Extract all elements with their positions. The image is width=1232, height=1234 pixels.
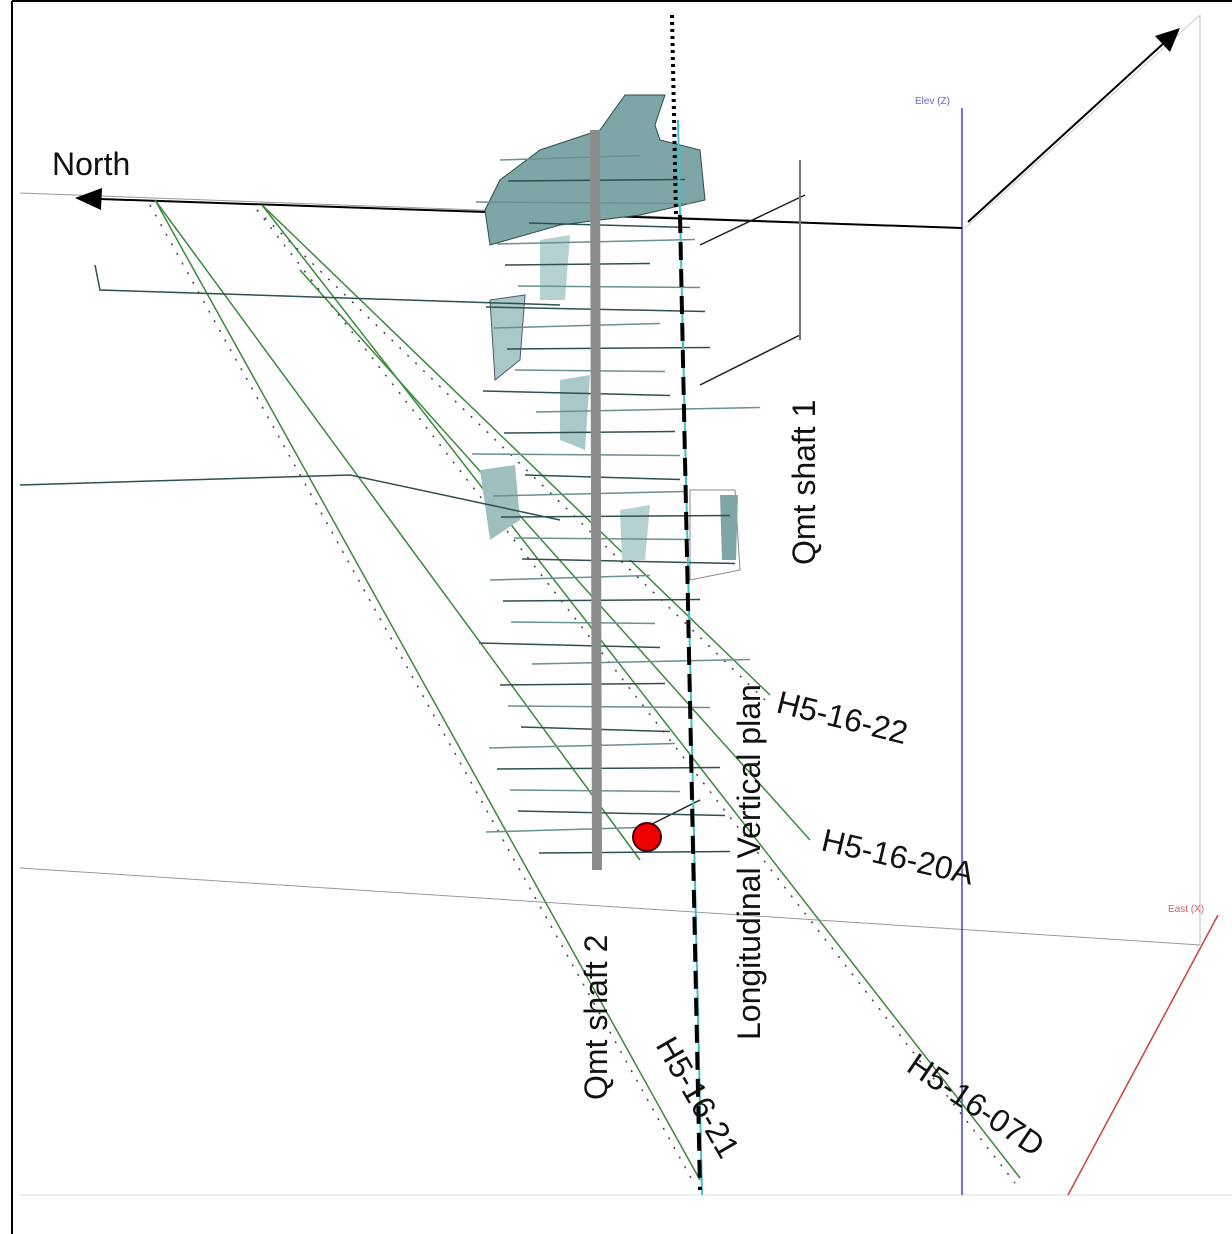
box-edge [964,14,1201,229]
level-drift [488,742,676,749]
drift [94,264,561,306]
level-drift [506,346,711,350]
stope [560,375,590,450]
level-drift [475,201,691,205]
stope [689,489,741,581]
level-drift [499,154,641,161]
arrow [967,41,1166,223]
level-drift [492,490,686,497]
drift [699,334,801,386]
level-drift [482,390,671,397]
box-edge [19,867,1201,946]
level-drift [517,285,701,289]
level-drift [514,369,666,373]
level-drift [538,850,731,854]
level-drift [478,642,661,649]
drillhole-trace [261,204,1021,1179]
drillholes [154,199,1021,1181]
level-drift [528,222,691,229]
level-drift [499,682,666,686]
level-drift [531,658,751,665]
level-drift [507,705,711,709]
shaft1-label: Qmt shaft 1 [786,400,822,565]
level-drift [500,514,731,518]
level-drift [471,453,681,457]
drillhole-trace [299,269,811,841]
level-drift [493,322,661,329]
plan-dashed [678,214,702,1191]
level-drift [535,406,761,413]
level-drift [510,621,656,625]
level-drift [496,766,721,770]
shaft2-label: Qmt shaft 2 [578,935,614,1100]
arrow-head [75,188,102,210]
east-axis [1067,914,1219,1196]
level-drift [489,574,651,581]
target-point [632,822,662,852]
drillhole-trace [261,204,771,696]
stope [480,465,520,540]
drift [699,194,806,246]
drift [19,474,561,521]
level-drift [513,537,691,541]
level-drift [521,558,736,565]
level-drift [485,826,641,833]
plan-dotted [670,14,678,216]
stope [620,505,650,560]
ticks [256,209,1016,1184]
shaft-2 [590,129,602,871]
level-drift [503,430,676,434]
stope [489,294,526,381]
stope [540,235,570,300]
drillhole-trace [154,199,701,1181]
stope [720,495,738,560]
level-drift [524,474,681,481]
level-drift [502,598,701,602]
north-label: North [52,146,130,182]
arrow-head [1155,28,1180,52]
plan-label: Longitudinal Vertical plan [731,684,767,1040]
level-drift [504,262,651,266]
drillhole-trace [154,199,641,861]
elev-label: Elev (Z) [915,96,950,107]
east-label: East (X) [1168,904,1204,915]
